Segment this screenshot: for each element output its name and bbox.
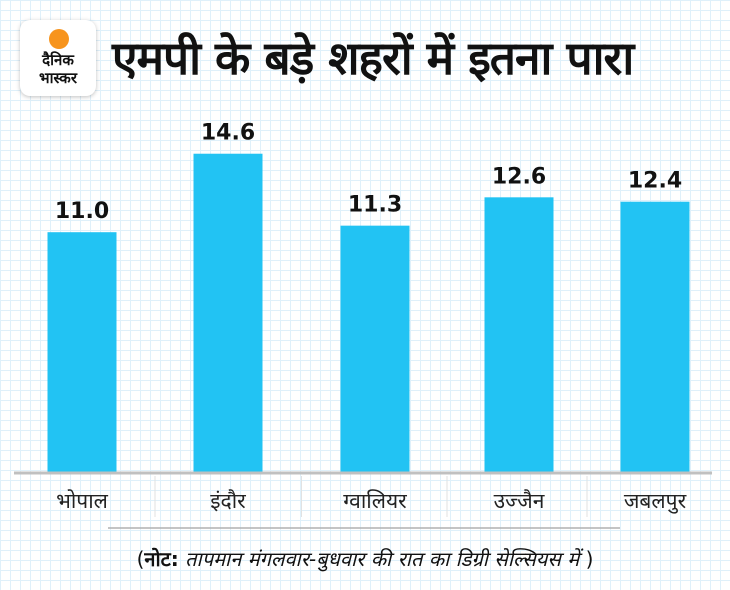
note-label: नोट: — [144, 547, 179, 571]
bar-3 — [484, 197, 554, 472]
value-label-2: 11.3 — [348, 193, 402, 218]
footnote: (नोट: तापमान मंगलवार-बुधवार की रात का डि… — [0, 545, 730, 572]
category-label-2: ग्वालियर — [343, 489, 407, 513]
category-label-1: इंदौर — [210, 489, 246, 513]
value-label-0: 11.0 — [55, 199, 109, 224]
value-label-4: 12.4 — [628, 169, 682, 194]
note-open-paren: ( — [136, 547, 145, 571]
category-label-0: भोपाल — [56, 489, 109, 513]
logo-text-line1: दैनिक — [42, 51, 74, 69]
bar-1 — [193, 153, 263, 472]
chart-title: एमपी के बड़े शहरों में इतना पारा — [112, 31, 634, 85]
note-text: तापमान मंगलवार-बुधवार की रात का डिग्री स… — [178, 547, 586, 571]
bar-4 — [620, 201, 690, 472]
dainik-bhaskar-logo: दैनिक भास्कर — [20, 20, 96, 96]
note-close-paren: ) — [585, 547, 594, 571]
bar-0 — [47, 232, 117, 472]
value-label-3: 12.6 — [492, 164, 546, 189]
logo-text-line2: भास्कर — [39, 69, 77, 87]
category-label-4: जबलपुर — [624, 489, 687, 514]
sun-icon — [49, 29, 69, 49]
category-label-3: उज्जैन — [494, 489, 545, 513]
value-label-1: 14.6 — [201, 121, 255, 146]
bar-2 — [340, 225, 410, 472]
